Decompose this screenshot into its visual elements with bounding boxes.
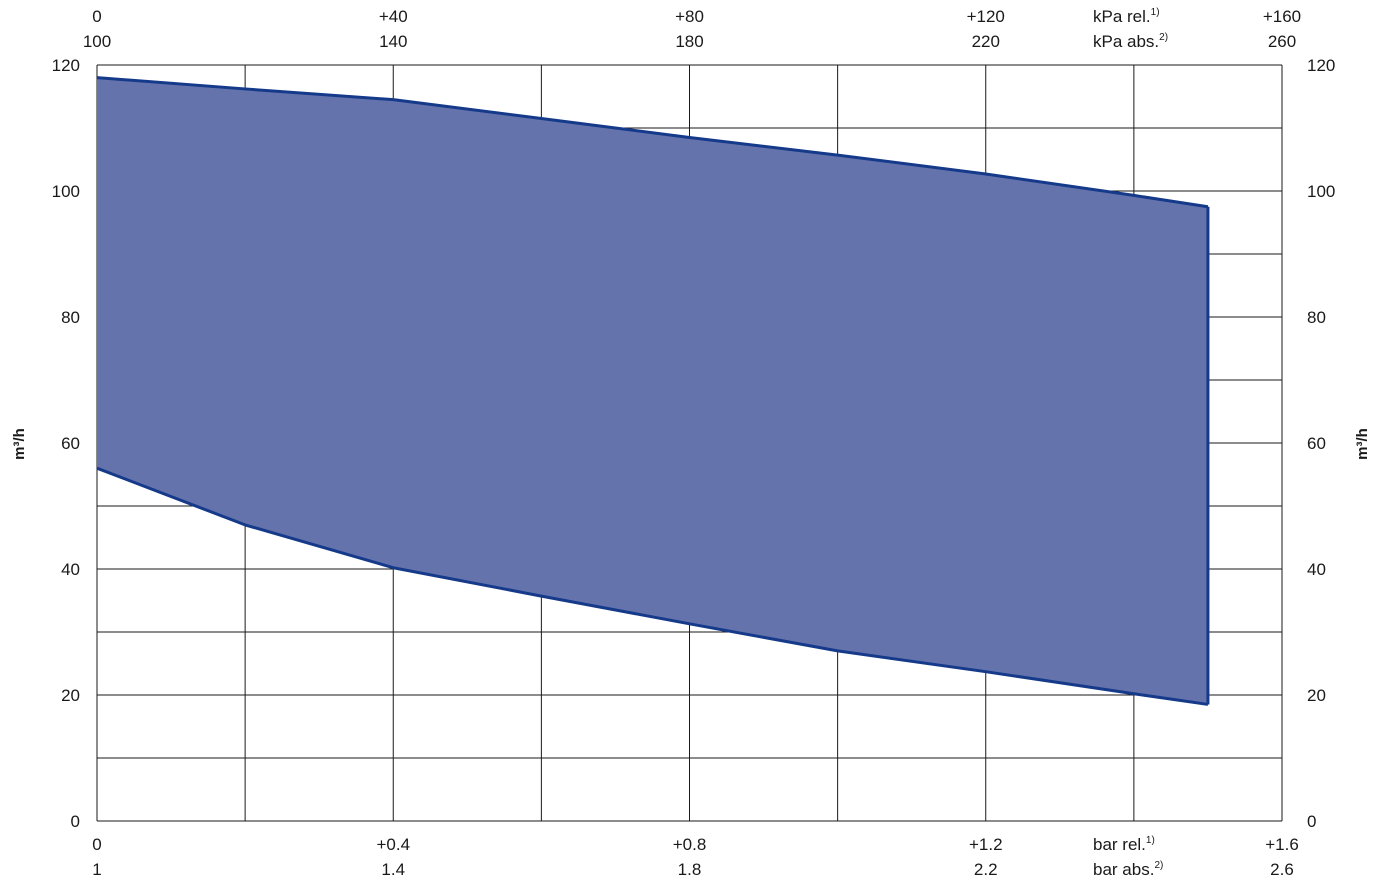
x-bottom-abs-tick-label: 1.8 — [678, 860, 702, 879]
top-unit-abs-label: kPa abs.2) — [1093, 32, 1168, 51]
top-unit-rel-note: 1) — [1151, 7, 1160, 18]
y-tick-label-left: 80 — [61, 308, 80, 327]
x-bottom-rel-tick-label: +0.4 — [376, 835, 410, 854]
y-tick-label-right: 60 — [1307, 434, 1326, 453]
x-bottom-rel-tick-label: +1.6 — [1265, 835, 1299, 854]
bottom-unit-labels: bar rel.1) bar abs.2) — [1093, 835, 1163, 879]
top-unit-rel: kPa rel. — [1093, 7, 1151, 26]
bottom-unit-abs-note: 2) — [1154, 860, 1163, 871]
x-top-abs-tick-label: 100 — [83, 32, 111, 51]
area — [96, 76, 1210, 706]
x-top-rel-tick-label: +40 — [379, 7, 408, 26]
y-tick-label-right: 100 — [1307, 182, 1335, 201]
bottom-unit-rel-label: bar rel.1) — [1093, 835, 1155, 854]
y-tick-label-right: 40 — [1307, 560, 1326, 579]
bottom-unit-rel-note: 1) — [1146, 835, 1155, 846]
y-axis-label-right: m³/h — [1354, 428, 1371, 460]
y-tick-label-right: 120 — [1307, 56, 1335, 75]
y-tick-label-left: 60 — [61, 434, 80, 453]
bottom-unit-abs-label: bar abs.2) — [1093, 860, 1163, 879]
y-tick-label-left: 100 — [52, 182, 80, 201]
x-top-abs-tick-label: 220 — [972, 32, 1000, 51]
x-top-abs-tick-label: 140 — [379, 32, 407, 51]
lower-boundary-line — [96, 466, 1209, 706]
x-bottom-abs-tick-label: 1 — [92, 860, 101, 879]
y-tick-label-right: 0 — [1307, 812, 1316, 831]
x-top-rel-tick-label: 0 — [92, 7, 101, 26]
y-tick-label-left: 120 — [52, 56, 80, 75]
y-tick-label-left: 20 — [61, 686, 80, 705]
y-tick-label-right: 80 — [1307, 308, 1326, 327]
x-bottom-rel-tick-label: +1.2 — [969, 835, 1003, 854]
x-bottom-abs-tick-label: 2.2 — [974, 860, 998, 879]
top-unit-abs: kPa abs. — [1093, 32, 1159, 51]
x-top-abs-tick-label: 260 — [1268, 32, 1296, 51]
top-unit-abs-note: 2) — [1159, 32, 1168, 43]
y-tick-label-right: 20 — [1307, 686, 1326, 705]
y-tick-label-left: 0 — [71, 812, 80, 831]
x-bottom-abs-tick-label: 1.4 — [381, 860, 405, 879]
upper-boundary-line — [96, 76, 1209, 209]
top-unit-rel-label: kPa rel.1) — [1093, 7, 1160, 26]
bottom-unit-abs: bar abs. — [1093, 860, 1154, 879]
bottom-unit-rel: bar rel. — [1093, 835, 1146, 854]
x-top-rel-tick-label: +120 — [967, 7, 1005, 26]
x-top-abs-tick-label: 180 — [675, 32, 703, 51]
operating-range-area — [97, 77, 1208, 705]
x-bottom-rel-tick-label: +0.8 — [673, 835, 707, 854]
x-top-rel-tick-label: +80 — [675, 7, 704, 26]
x-bottom-rel-tick-label: 0 — [92, 835, 101, 854]
x-top-rel-tick-label: +160 — [1263, 7, 1301, 26]
y-tick-label-left: 40 — [61, 560, 80, 579]
top-unit-labels: kPa rel.1) kPa abs.2) — [1093, 7, 1168, 51]
x-bottom-abs-tick-label: 2.6 — [1270, 860, 1294, 879]
y-axis-label-left: m³/h — [11, 428, 28, 460]
